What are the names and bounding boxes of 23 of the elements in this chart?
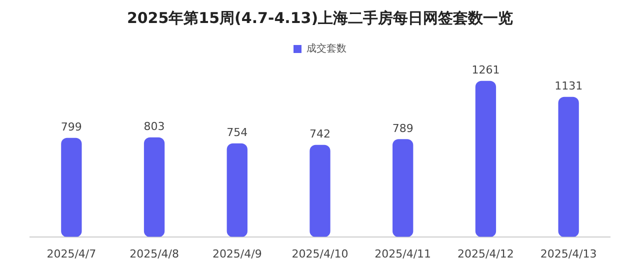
bar bbox=[558, 96, 579, 237]
legend-label: 成交套数 bbox=[306, 42, 346, 55]
data-label: 803 bbox=[144, 120, 165, 134]
bar bbox=[310, 144, 330, 237]
bar bbox=[61, 138, 82, 237]
x-tick-label: 2025/4/7 bbox=[46, 247, 96, 260]
data-label: 742 bbox=[310, 128, 330, 141]
bar bbox=[475, 80, 496, 237]
x-tick-label: 2025/4/9 bbox=[212, 247, 262, 260]
data-label: 789 bbox=[392, 122, 414, 135]
data-label: 799 bbox=[60, 120, 82, 134]
x-tick-label: 2025/4/13 bbox=[540, 247, 597, 260]
data-label: 1131 bbox=[554, 80, 583, 93]
bar bbox=[226, 143, 248, 237]
data-label: 754 bbox=[226, 126, 248, 140]
x-tick-label: 2025/4/10 bbox=[292, 247, 348, 260]
data-label: 1261 bbox=[472, 64, 500, 77]
bar bbox=[144, 137, 165, 237]
x-tick-label: 2025/4/8 bbox=[130, 247, 179, 260]
x-tick-label: 2025/4/12 bbox=[458, 247, 514, 260]
bar bbox=[392, 139, 414, 237]
x-tick-label: 2025/4/11 bbox=[374, 247, 432, 260]
chart-title: 2025年第15周(4.7-4.13)上海二手房每日网签套数一览 bbox=[126, 8, 514, 27]
